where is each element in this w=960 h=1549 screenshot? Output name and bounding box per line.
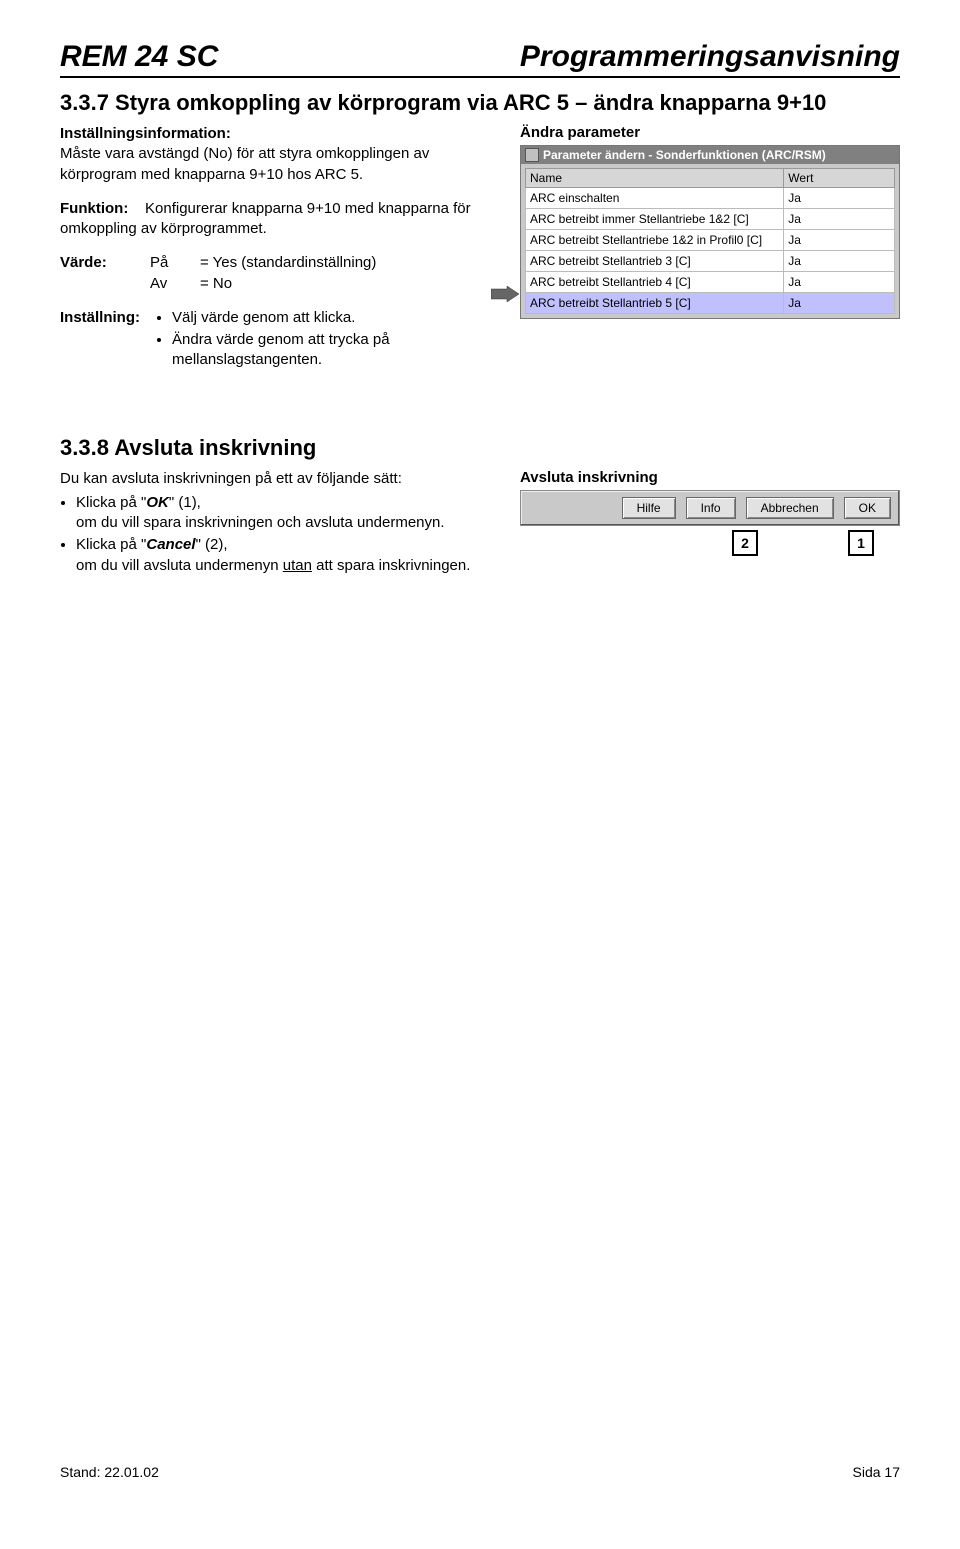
table-row: ARC einschaltenJa bbox=[526, 188, 895, 209]
info-button[interactable]: Info bbox=[686, 497, 736, 519]
header-left: REM 24 SC bbox=[60, 40, 218, 74]
section-338-title: 3.3.8 Avsluta inskrivning bbox=[60, 435, 900, 461]
varde-label: Värde: bbox=[60, 253, 140, 273]
page-header: REM 24 SC Programmeringsanvisning bbox=[60, 40, 900, 78]
funktion-label: Funktion: bbox=[60, 200, 128, 217]
table-row: ARC betreibt Stellantrieb 3 [C]Ja bbox=[526, 251, 895, 272]
abbrechen-button[interactable]: Abbrechen bbox=[746, 497, 834, 519]
window-title-text: Parameter ändern - Sonderfunktionen (ARC… bbox=[543, 148, 826, 162]
inst-label: Inställning: bbox=[60, 308, 150, 377]
footer-right: Sida 17 bbox=[853, 1464, 900, 1480]
parameter-table: Name Wert ARC einschaltenJa ARC betreibt… bbox=[525, 168, 895, 314]
varde-c2-0: På bbox=[150, 253, 190, 273]
inst-item-1: Ändra värde genom att trycka på mellansl… bbox=[172, 330, 496, 371]
list-item: Klicka på "OK" (1), om du vill spara ins… bbox=[76, 493, 496, 534]
right-heading-337: Ändra parameter bbox=[520, 124, 900, 141]
header-right: Programmeringsanvisning bbox=[520, 40, 900, 74]
footer-left: Stand: 22.01.02 bbox=[60, 1464, 159, 1480]
right-heading-338: Avsluta inskrivning bbox=[520, 469, 900, 486]
dialog-button-bar: Hilfe Info Abbrechen OK bbox=[520, 490, 900, 526]
page-footer: Stand: 22.01.02 Sida 17 bbox=[60, 1464, 900, 1480]
table-row: ARC betreibt Stellantrieb 4 [C]Ja bbox=[526, 272, 895, 293]
hilfe-button[interactable]: Hilfe bbox=[622, 497, 676, 519]
info-text: Måste vara avstängd (No) för att styra o… bbox=[60, 145, 429, 182]
table-row: ARC betreibt immer Stellantriebe 1&2 [C]… bbox=[526, 209, 895, 230]
col-wert: Wert bbox=[784, 169, 895, 188]
varde-c3-1: = No bbox=[200, 274, 232, 294]
inst-item-0: Välj värde genom att klicka. bbox=[172, 308, 496, 328]
callout-2: 2 bbox=[732, 530, 758, 556]
section-337-title: 3.3.7 Styra omkoppling av körprogram via… bbox=[60, 90, 900, 116]
varde-c2-1: Av bbox=[150, 274, 190, 294]
table-row-selected: ARC betreibt Stellantrieb 5 [C]Ja bbox=[526, 293, 895, 314]
col-name: Name bbox=[526, 169, 784, 188]
sysmenu-icon[interactable] bbox=[525, 148, 539, 162]
arrow-icon bbox=[491, 286, 519, 302]
intro-338: Du kan avsluta inskrivningen på ett av f… bbox=[60, 469, 496, 489]
callout-1: 1 bbox=[848, 530, 874, 556]
varde-c3-0: = Yes (standardinställning) bbox=[200, 253, 376, 273]
parameter-window: Parameter ändern - Sonderfunktionen (ARC… bbox=[520, 145, 900, 319]
ok-button[interactable]: OK bbox=[844, 497, 891, 519]
table-row: ARC betreibt Stellantriebe 1&2 in Profil… bbox=[526, 230, 895, 251]
window-titlebar: Parameter ändern - Sonderfunktionen (ARC… bbox=[521, 146, 899, 164]
info-label: Inställningsinformation: bbox=[60, 125, 231, 142]
list-item: Klicka på "Cancel" (2), om du vill avslu… bbox=[76, 535, 496, 576]
